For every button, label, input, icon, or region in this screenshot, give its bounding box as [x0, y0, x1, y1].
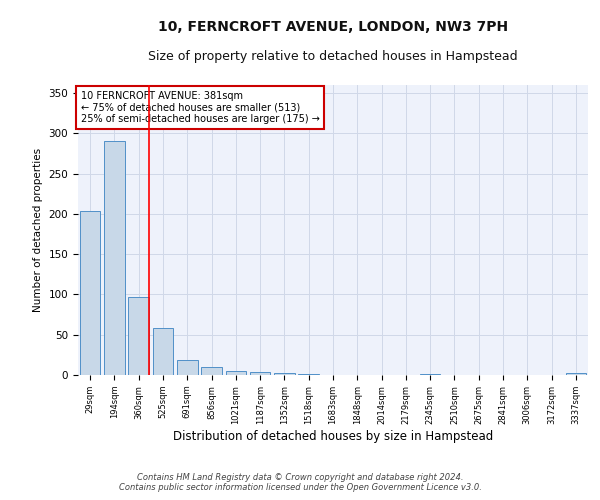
- Bar: [104, 142, 125, 375]
- Text: 10 FERNCROFT AVENUE: 381sqm
← 75% of detached houses are smaller (513)
25% of se: 10 FERNCROFT AVENUE: 381sqm ← 75% of det…: [80, 91, 319, 124]
- Bar: [201, 367, 222, 375]
- Text: Contains HM Land Registry data © Crown copyright and database right 2024.
Contai: Contains HM Land Registry data © Crown c…: [119, 473, 481, 492]
- Bar: [566, 374, 586, 375]
- Text: Size of property relative to detached houses in Hampstead: Size of property relative to detached ho…: [148, 50, 518, 63]
- Bar: [128, 297, 149, 375]
- Bar: [152, 328, 173, 375]
- Y-axis label: Number of detached properties: Number of detached properties: [33, 148, 43, 312]
- Bar: [420, 374, 440, 375]
- X-axis label: Distribution of detached houses by size in Hampstead: Distribution of detached houses by size …: [173, 430, 493, 442]
- Bar: [274, 374, 295, 375]
- Bar: [226, 371, 246, 375]
- Bar: [298, 374, 319, 375]
- Bar: [177, 360, 197, 375]
- Bar: [250, 372, 271, 375]
- Text: 10, FERNCROFT AVENUE, LONDON, NW3 7PH: 10, FERNCROFT AVENUE, LONDON, NW3 7PH: [158, 20, 508, 34]
- Bar: [80, 210, 100, 375]
